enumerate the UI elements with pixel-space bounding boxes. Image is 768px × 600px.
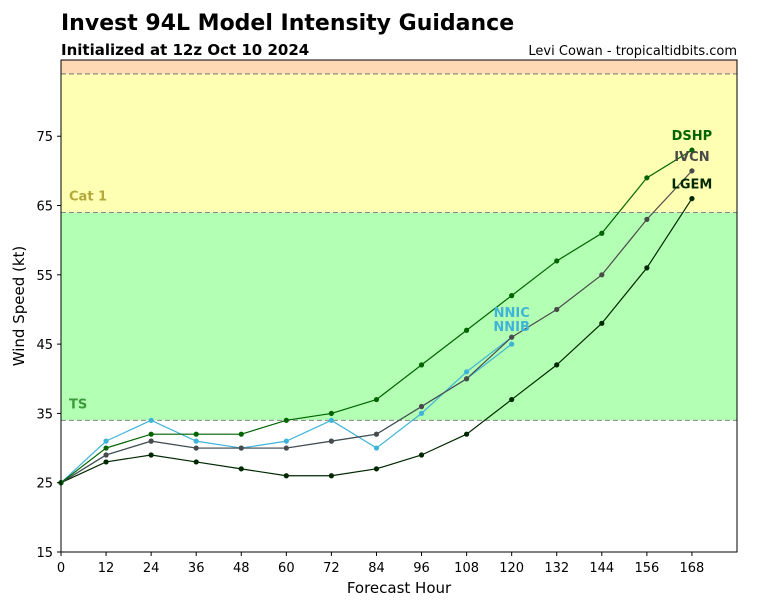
x-tick-label: 132 <box>544 561 569 576</box>
x-tick-label: 144 <box>589 561 614 576</box>
series-label-nnib: NNIB <box>493 320 530 335</box>
data-point-ivcn <box>554 306 560 313</box>
y-tick-label: 45 <box>36 338 53 353</box>
y-axis-label: Wind Speed (kt) <box>10 246 28 367</box>
x-tick-label: 0 <box>57 561 65 576</box>
x-tick-label: 48 <box>233 561 250 576</box>
data-point-lgem <box>554 362 560 368</box>
data-point-ivcn <box>103 452 109 458</box>
data-point-dshp <box>283 417 289 423</box>
data-point-dshp <box>373 396 380 403</box>
data-point-ivcn <box>283 445 289 451</box>
x-tick-label: 60 <box>278 561 295 576</box>
data-point-dshp <box>599 230 605 236</box>
data-point-ivcn <box>599 272 605 278</box>
data-point-nnic <box>328 417 334 423</box>
data-point-dshp <box>689 147 695 153</box>
band-label-cat-1: Cat 1 <box>69 189 107 204</box>
band-labels: TS Cat 1 <box>69 189 107 412</box>
data-point-nnic <box>148 417 154 423</box>
chart-subtitle: Initialized at 12z Oct 10 2024 <box>61 41 309 59</box>
data-point-ivcn <box>464 376 470 382</box>
y-tick-label: 15 <box>36 546 53 561</box>
x-tick-label: 108 <box>454 561 479 576</box>
data-point-nnic <box>418 410 425 417</box>
data-point-ivcn <box>238 445 244 451</box>
data-point-ivcn <box>509 334 515 340</box>
data-point-dshp <box>328 410 334 417</box>
data-point-dshp <box>644 175 650 181</box>
data-point-lgem <box>238 466 244 472</box>
x-tick-label: 84 <box>368 561 385 576</box>
data-point-ivcn <box>373 431 380 437</box>
x-tick-label: 12 <box>98 561 115 576</box>
data-point-lgem <box>103 459 109 465</box>
intensity-bands <box>61 60 737 421</box>
data-point-dshp <box>464 327 470 333</box>
band-label-ts: TS <box>69 397 87 412</box>
data-point-ivcn <box>644 216 650 222</box>
data-point-nnic <box>283 438 289 444</box>
y-tick-label: 35 <box>36 407 53 422</box>
series-label-nnic: NNIC <box>494 306 530 321</box>
y-tick-label: 55 <box>36 269 53 284</box>
data-point-lgem <box>418 452 425 458</box>
data-point-lgem <box>283 473 289 479</box>
data-point-nnic <box>193 438 199 444</box>
data-point-ivcn <box>689 168 695 174</box>
data-point-dshp <box>554 258 560 264</box>
chart-credit: Levi Cowan - tropicaltidbits.com <box>528 44 737 59</box>
x-tick-label: 24 <box>143 561 160 576</box>
series-label-ivcn: IVCN <box>674 150 709 165</box>
y-tick-label: 25 <box>36 477 53 492</box>
data-point-dshp <box>418 362 425 368</box>
data-point-nnic <box>373 445 380 451</box>
x-tick-label: 156 <box>634 561 659 576</box>
series-points <box>58 147 695 486</box>
data-point-lgem <box>599 320 605 326</box>
x-tick-label: 168 <box>680 561 705 576</box>
data-point-ivcn <box>193 445 199 451</box>
x-axis: 0 12 24 36 48 60 72 84 96 108 120 132 144 156 168 <box>57 552 704 576</box>
data-point-nnib <box>509 341 515 347</box>
data-point-lgem <box>148 452 154 458</box>
data-point-nnic <box>464 369 470 375</box>
data-point-dshp <box>238 431 244 437</box>
y-axis: 15 25 35 45 55 65 75 <box>36 130 61 561</box>
series-label-lgem: LGEM <box>672 178 713 193</box>
x-axis-label: Forecast Hour <box>347 579 452 597</box>
y-tick-label: 65 <box>36 200 53 215</box>
band-cat-2 <box>61 60 737 74</box>
y-tick-label: 75 <box>36 130 53 145</box>
x-tick-label: 72 <box>323 561 340 576</box>
x-tick-label: 120 <box>499 561 524 576</box>
series-label-dshp: DSHP <box>672 129 713 144</box>
data-point-dshp <box>193 431 199 437</box>
data-point-ivcn <box>148 438 154 444</box>
data-point-dshp <box>509 293 515 299</box>
data-point-lgem <box>644 265 650 271</box>
data-point-lgem <box>509 396 515 403</box>
x-tick-label: 36 <box>188 561 205 576</box>
data-point-ivcn <box>328 438 334 444</box>
x-tick-label: 96 <box>413 561 430 576</box>
data-point-lgem <box>689 195 695 202</box>
data-point-lgem <box>193 459 199 465</box>
chart-title: Invest 94L Model Intensity Guidance <box>61 11 514 36</box>
band-cat-1 <box>61 73 737 213</box>
data-point-lgem <box>464 431 470 437</box>
data-point-ivcn <box>418 403 425 410</box>
band-ts <box>61 212 737 421</box>
plot-frame <box>60 59 738 553</box>
data-point-lgem <box>373 466 380 472</box>
data-point-nnic <box>103 438 109 444</box>
data-point-dshp <box>148 431 154 437</box>
data-point-dshp <box>103 445 109 451</box>
data-point-lgem <box>328 473 334 479</box>
